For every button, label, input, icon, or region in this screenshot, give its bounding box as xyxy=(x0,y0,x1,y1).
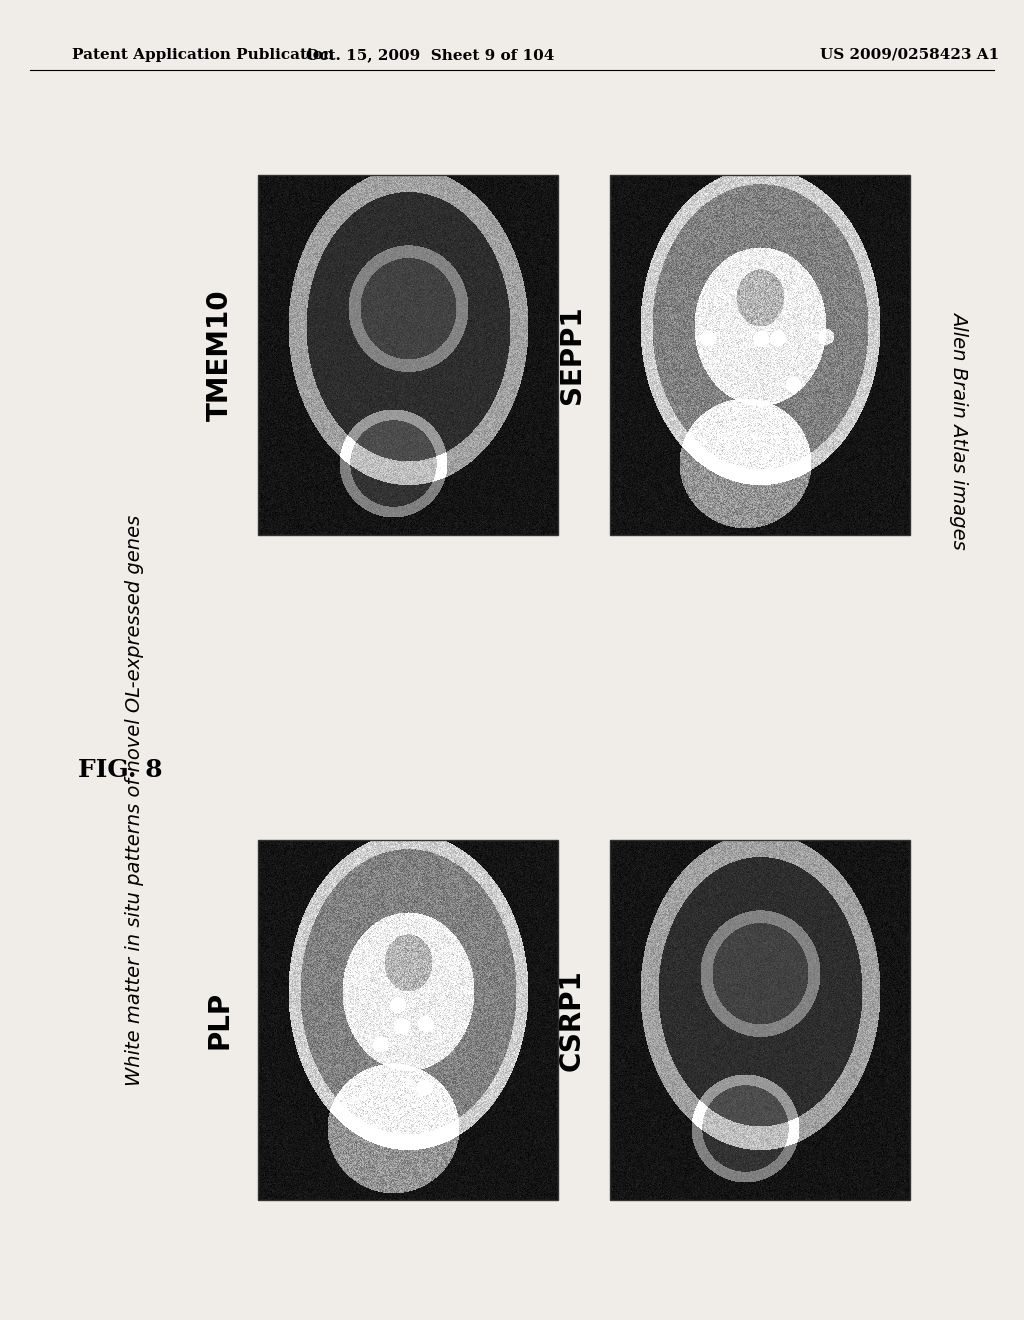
Text: PLP: PLP xyxy=(206,991,234,1049)
Text: FIG. 8: FIG. 8 xyxy=(78,758,163,781)
Text: White matter in situ patterns of novel OL-expressed genes: White matter in situ patterns of novel O… xyxy=(126,515,144,1085)
Bar xyxy=(258,176,558,535)
Bar xyxy=(610,176,910,535)
Text: Patent Application Publication: Patent Application Publication xyxy=(72,48,334,62)
Text: SEPP1: SEPP1 xyxy=(558,306,586,404)
Bar xyxy=(610,840,910,1200)
Text: Oct. 15, 2009  Sheet 9 of 104: Oct. 15, 2009 Sheet 9 of 104 xyxy=(306,48,554,62)
Text: Allen Brain Atlas images: Allen Brain Atlas images xyxy=(950,312,970,549)
Text: TMEM10: TMEM10 xyxy=(206,289,234,421)
Bar xyxy=(258,840,558,1200)
Text: CSRP1: CSRP1 xyxy=(558,969,586,1071)
Text: US 2009/0258423 A1: US 2009/0258423 A1 xyxy=(820,48,999,62)
